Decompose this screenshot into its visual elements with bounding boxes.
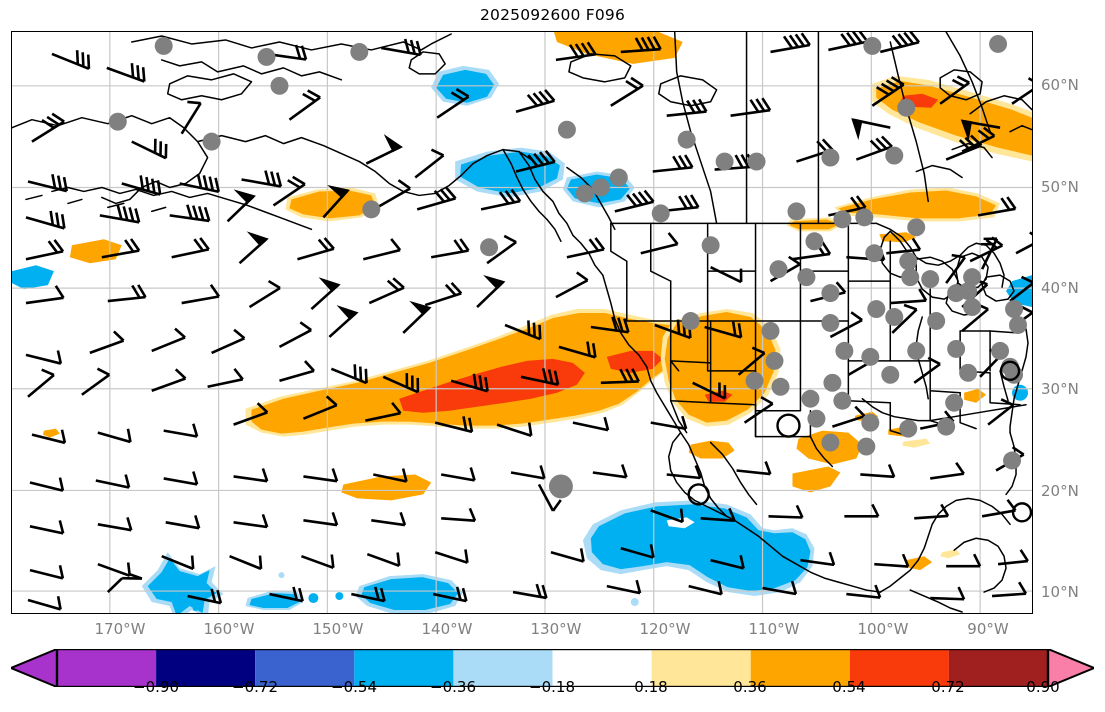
anomaly-patch-positive [289, 190, 376, 219]
colorbar-tick-label: 0.54 [832, 678, 866, 696]
shaded-anomaly-field [12, 32, 1032, 613]
colorbar-outline [55, 649, 1050, 687]
anomaly-patch-negative [278, 572, 285, 579]
colorbar-tick-label: 0.18 [634, 678, 668, 696]
wind-barbs [25, 32, 1032, 611]
lon-tick-label: 150°W [312, 620, 364, 638]
station-markers [108, 34, 1032, 523]
anomaly-patch-positive [341, 474, 432, 501]
station-marker-emphasis [548, 474, 573, 499]
colorbar-segment [57, 649, 157, 687]
lat-tick-label: 30°N [1041, 380, 1079, 398]
lat-tick-label: 60°N [1041, 76, 1079, 94]
anomaly-patch-positive [606, 350, 663, 373]
colorbar-canvas [11, 649, 1094, 687]
colorbar[interactable] [11, 649, 1094, 687]
colorbar-segment [750, 649, 850, 687]
lat-tick-label: 20°N [1041, 482, 1079, 500]
colorbar-tick-label: 0.90 [1026, 678, 1060, 696]
colorbar-segment [948, 649, 1048, 687]
map-gridlines [12, 32, 1032, 613]
anomaly-patch-negative [12, 265, 54, 290]
colorbar-tick-label: 0.36 [733, 678, 767, 696]
lat-tick-label: 50°N [1041, 178, 1079, 196]
colorbar-tick-label: −0.54 [331, 678, 377, 696]
map-canvas [12, 32, 1032, 613]
anomaly-patch-negative [361, 577, 459, 611]
anomaly-patch-positive [940, 549, 961, 559]
anomaly-patch-negative [335, 592, 344, 601]
figure-title: 2025092600 F096 [479, 6, 626, 24]
anomaly-patch-positive [902, 438, 931, 448]
anomaly-patch-negative [630, 598, 639, 607]
anomaly-patch-positive [664, 312, 776, 423]
colorbar-segment [354, 649, 454, 687]
colorbar-segment [651, 649, 751, 687]
colorbar-tick-label: −0.72 [232, 678, 278, 696]
lon-tick-label: 160°W [203, 620, 255, 638]
anomaly-patch-negative [590, 504, 811, 592]
colorbar-segment [156, 649, 256, 687]
lon-tick-label: 140°W [421, 620, 473, 638]
lon-tick-label: 100°W [857, 620, 909, 638]
lat-tick-label: 40°N [1041, 279, 1079, 297]
colorbar-tick-label: −0.36 [430, 678, 476, 696]
lon-tick-label: 110°W [748, 620, 800, 638]
anomaly-patch-negative [308, 593, 319, 604]
colorbar-tick-label: −0.18 [529, 678, 575, 696]
lon-tick-label: 130°W [530, 620, 582, 638]
anomaly-patch-positive [399, 358, 585, 413]
anomaly-patch-negative [659, 548, 670, 559]
colorbar-segment [255, 649, 355, 687]
colorbar-segment [849, 649, 949, 687]
anomaly-patch-negative [192, 605, 199, 612]
colorbar-under-extend [11, 649, 58, 687]
colorbar-tick-label: −0.90 [133, 678, 179, 696]
anomaly-patch-positive [792, 466, 841, 493]
anomaly-patch-positive [879, 232, 917, 243]
lon-tick-label: 90°W [967, 620, 1009, 638]
colorbar-segment [453, 649, 553, 687]
coastlines-and-borders [12, 32, 1032, 613]
anomaly-patch-positive [42, 428, 60, 438]
lon-tick-label: 120°W [639, 620, 691, 638]
lon-tick-label: 170°W [94, 620, 146, 638]
colorbar-tick-label: 0.72 [931, 678, 965, 696]
anomaly-patch-positive [964, 388, 987, 403]
anomaly-patch-positive [789, 219, 841, 230]
colorbar-segment [552, 649, 652, 687]
anomaly-patch-positive [838, 190, 997, 219]
lat-tick-label: 10°N [1041, 583, 1079, 601]
map-plot-area[interactable] [11, 31, 1033, 614]
